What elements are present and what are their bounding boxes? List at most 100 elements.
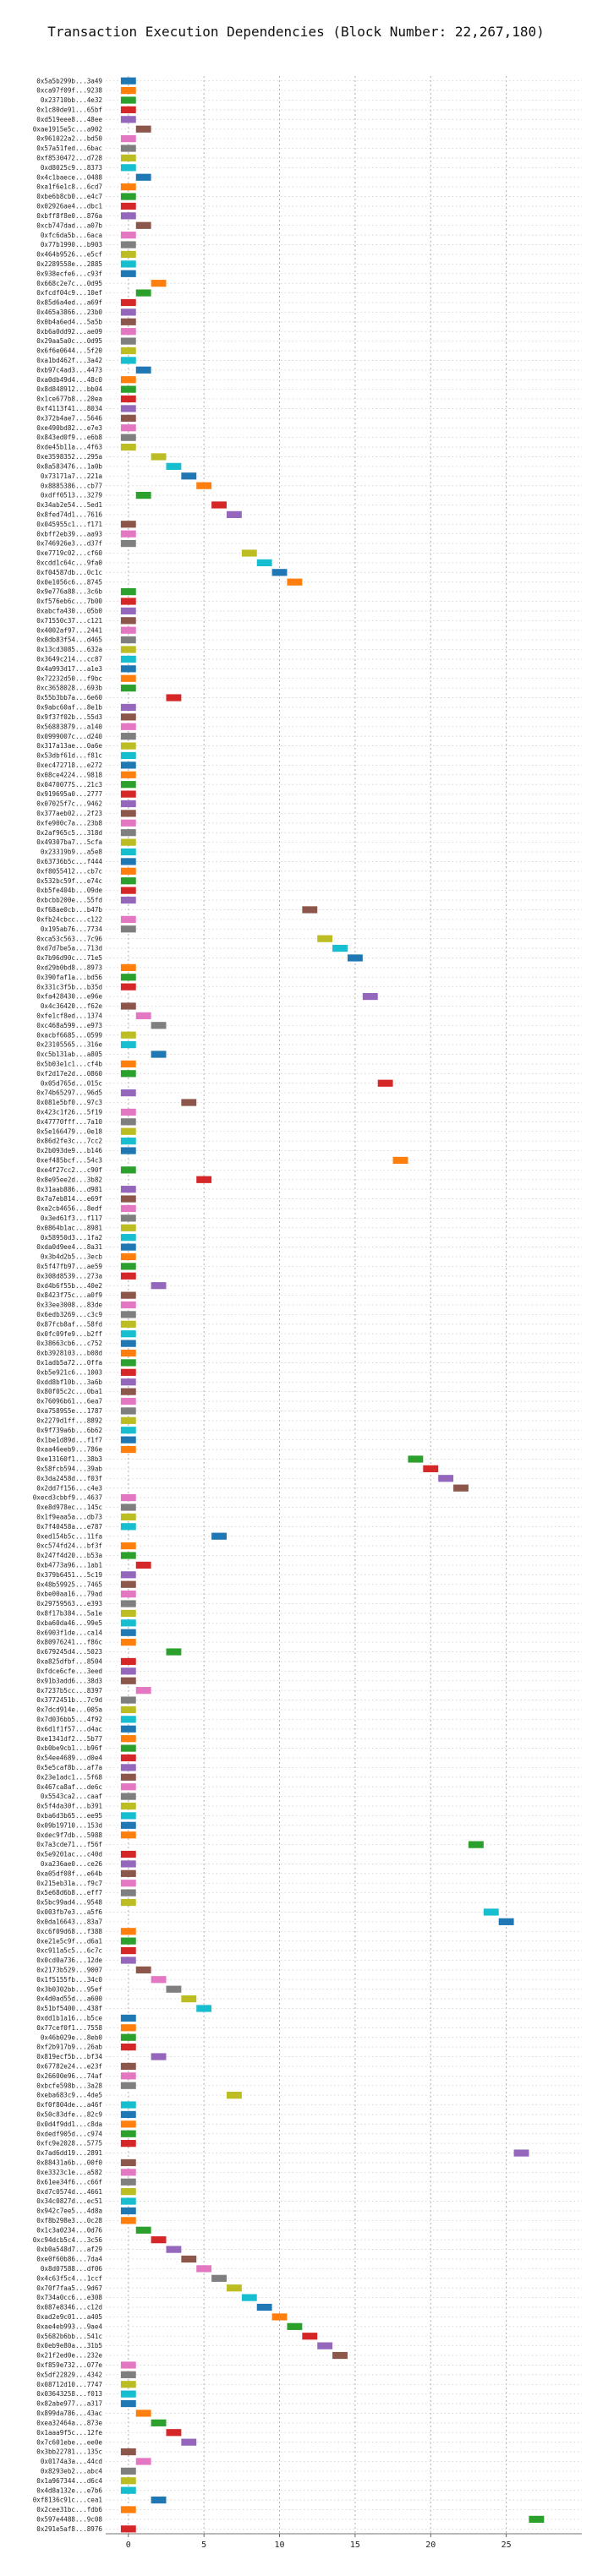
transaction-label: 0xfa428430...e96e [36,993,102,1001]
transaction-label: 0x0e1056c6...8745 [36,578,102,586]
transaction-label: 0x0fc09fe9...b2ff [36,1330,102,1338]
execution-bar [196,2005,212,2012]
execution-bar [120,1609,136,1618]
execution-bar [120,1291,136,1299]
transaction-label: 0x77cef0f1...7558 [36,2024,102,2032]
execution-bar [120,1368,136,1376]
execution-bar [120,877,136,885]
transaction-label: 0x02926ae4...dbc1 [36,203,102,210]
transaction-label: 0x7a3cde71...f56f [36,1841,102,1848]
execution-bar [120,925,136,933]
transaction-label: 0x317a13ae...0a6e [36,742,102,750]
transaction-label: 0xbe00aa16...79ad [36,1591,102,1598]
execution-bar [120,2207,136,2215]
transaction-label: 0x0999007c...d240 [36,733,102,740]
transaction-label: 0xfdce6cfe...3eed [36,1667,102,1675]
execution-bar [317,935,333,942]
transaction-label: 0xd7c0574d...4661 [36,2188,102,2196]
execution-bar [120,1234,136,1242]
execution-bar [271,569,288,576]
transaction-label: 0xabcfa430...05b0 [36,608,102,615]
execution-bar [120,1388,136,1395]
execution-bar [287,2322,303,2330]
transaction-label: 0x26600e96...74af [36,2072,102,2080]
execution-bar [120,164,136,172]
execution-bar [120,723,136,730]
execution-bar [120,685,136,692]
execution-bar [135,491,151,499]
execution-bar [120,742,136,750]
execution-bar [120,2217,136,2224]
execution-bar [120,270,136,277]
execution-bar [166,2429,182,2437]
execution-bar [468,1841,484,1848]
transaction-label: 0xa1bd462f...3a42 [36,357,102,364]
execution-bar [151,1022,167,1029]
transaction-label: 0xca53c563...7c96 [36,935,102,942]
execution-bar [151,2419,167,2426]
execution-bar [120,598,136,605]
execution-bar [120,1416,136,1424]
execution-bar [120,2082,136,2089]
execution-bar [120,810,136,817]
execution-bar [120,298,136,307]
transaction-label: 0x8885386...cb77 [41,482,102,489]
transaction-label: 0xa2cb4656...8edf [36,1205,102,1213]
execution-bar [226,2284,242,2292]
execution-bar [120,1186,136,1193]
execution-bar [120,2448,136,2456]
execution-bar [302,906,318,914]
execution-bar [120,1850,136,1858]
transaction-label: 0x5682b6bb...541c [36,2333,102,2340]
execution-bar [151,2236,167,2244]
transaction-label: 0xb6a0dd92...ae09 [36,328,102,336]
transaction-label: 0x5df22829...4342 [36,2371,102,2378]
transaction-label: 0x50c83dfe...82c9 [36,2111,102,2119]
transaction-label: 0x7ad6dd19...2891 [36,2149,102,2157]
transaction-label: 0xa1f6e1c8...6cd7 [36,183,102,191]
transaction-label: 0xfcdf04c9...10ef [36,289,102,297]
transaction-label: 0x8f17b384...5a1e [36,1610,102,1618]
execution-bar [120,1735,136,1743]
transaction-label: 0x9f37f02b...55d3 [36,713,102,721]
transaction-label: 0x34c0827d...ec51 [36,2197,102,2205]
execution-bar [120,521,136,528]
execution-bar [166,1648,182,1656]
transaction-label: 0x195ab76...7734 [41,925,103,933]
execution-bar [181,2438,197,2446]
execution-bar [120,1677,136,1684]
transaction-label: 0xbcfe598b...3a28 [36,2082,102,2089]
execution-bar [135,1012,151,1019]
execution-bar [120,443,136,451]
transaction-label: 0xdd1b1a16...b5ce [36,2014,102,2022]
execution-bar [166,462,182,470]
execution-bar [120,1937,136,1945]
transaction-label: 0x33ee3008...83de [36,1302,102,1309]
execution-bar [120,1349,136,1357]
execution-bar [120,202,136,210]
transaction-label: 0xe1341df2...5b77 [36,1735,102,1743]
transaction-label: 0xca97f09f...9238 [36,87,102,95]
transaction-label: 0x13cd3085...632a [36,646,102,653]
execution-bar [120,2178,136,2186]
transaction-label: 0xc94dcb5c4...3c56 [33,2236,103,2244]
execution-bar [120,1504,136,1511]
execution-bar [120,260,136,268]
transaction-label: 0x77b1990...b903 [41,241,102,248]
execution-bar [120,665,136,673]
transaction-label: 0xe13160f1...38b3 [36,1455,102,1463]
transaction-label: 0x5f47fb97...ae59 [36,1263,102,1270]
transaction-label: 0x1aaa9f5c...12fe [36,2429,102,2437]
execution-bar [120,713,136,721]
transaction-label: 0x465a3866...23b0 [36,308,102,316]
transaction-label: 0x1ce677b8...20ea [36,396,102,403]
transaction-label: 0x8d07588...df06 [41,2265,103,2273]
transaction-label: 0xcb747dad...a07b [36,221,102,229]
execution-bar [211,2274,227,2282]
transaction-label: 0xf8b298e3...0c28 [36,2217,102,2224]
transaction-label: 0x843ed0f9...e6b8 [36,434,102,441]
execution-bar [120,2014,136,2022]
transaction-label: 0x215eb31a...f9c7 [36,1880,102,1887]
execution-bar [120,1127,136,1135]
